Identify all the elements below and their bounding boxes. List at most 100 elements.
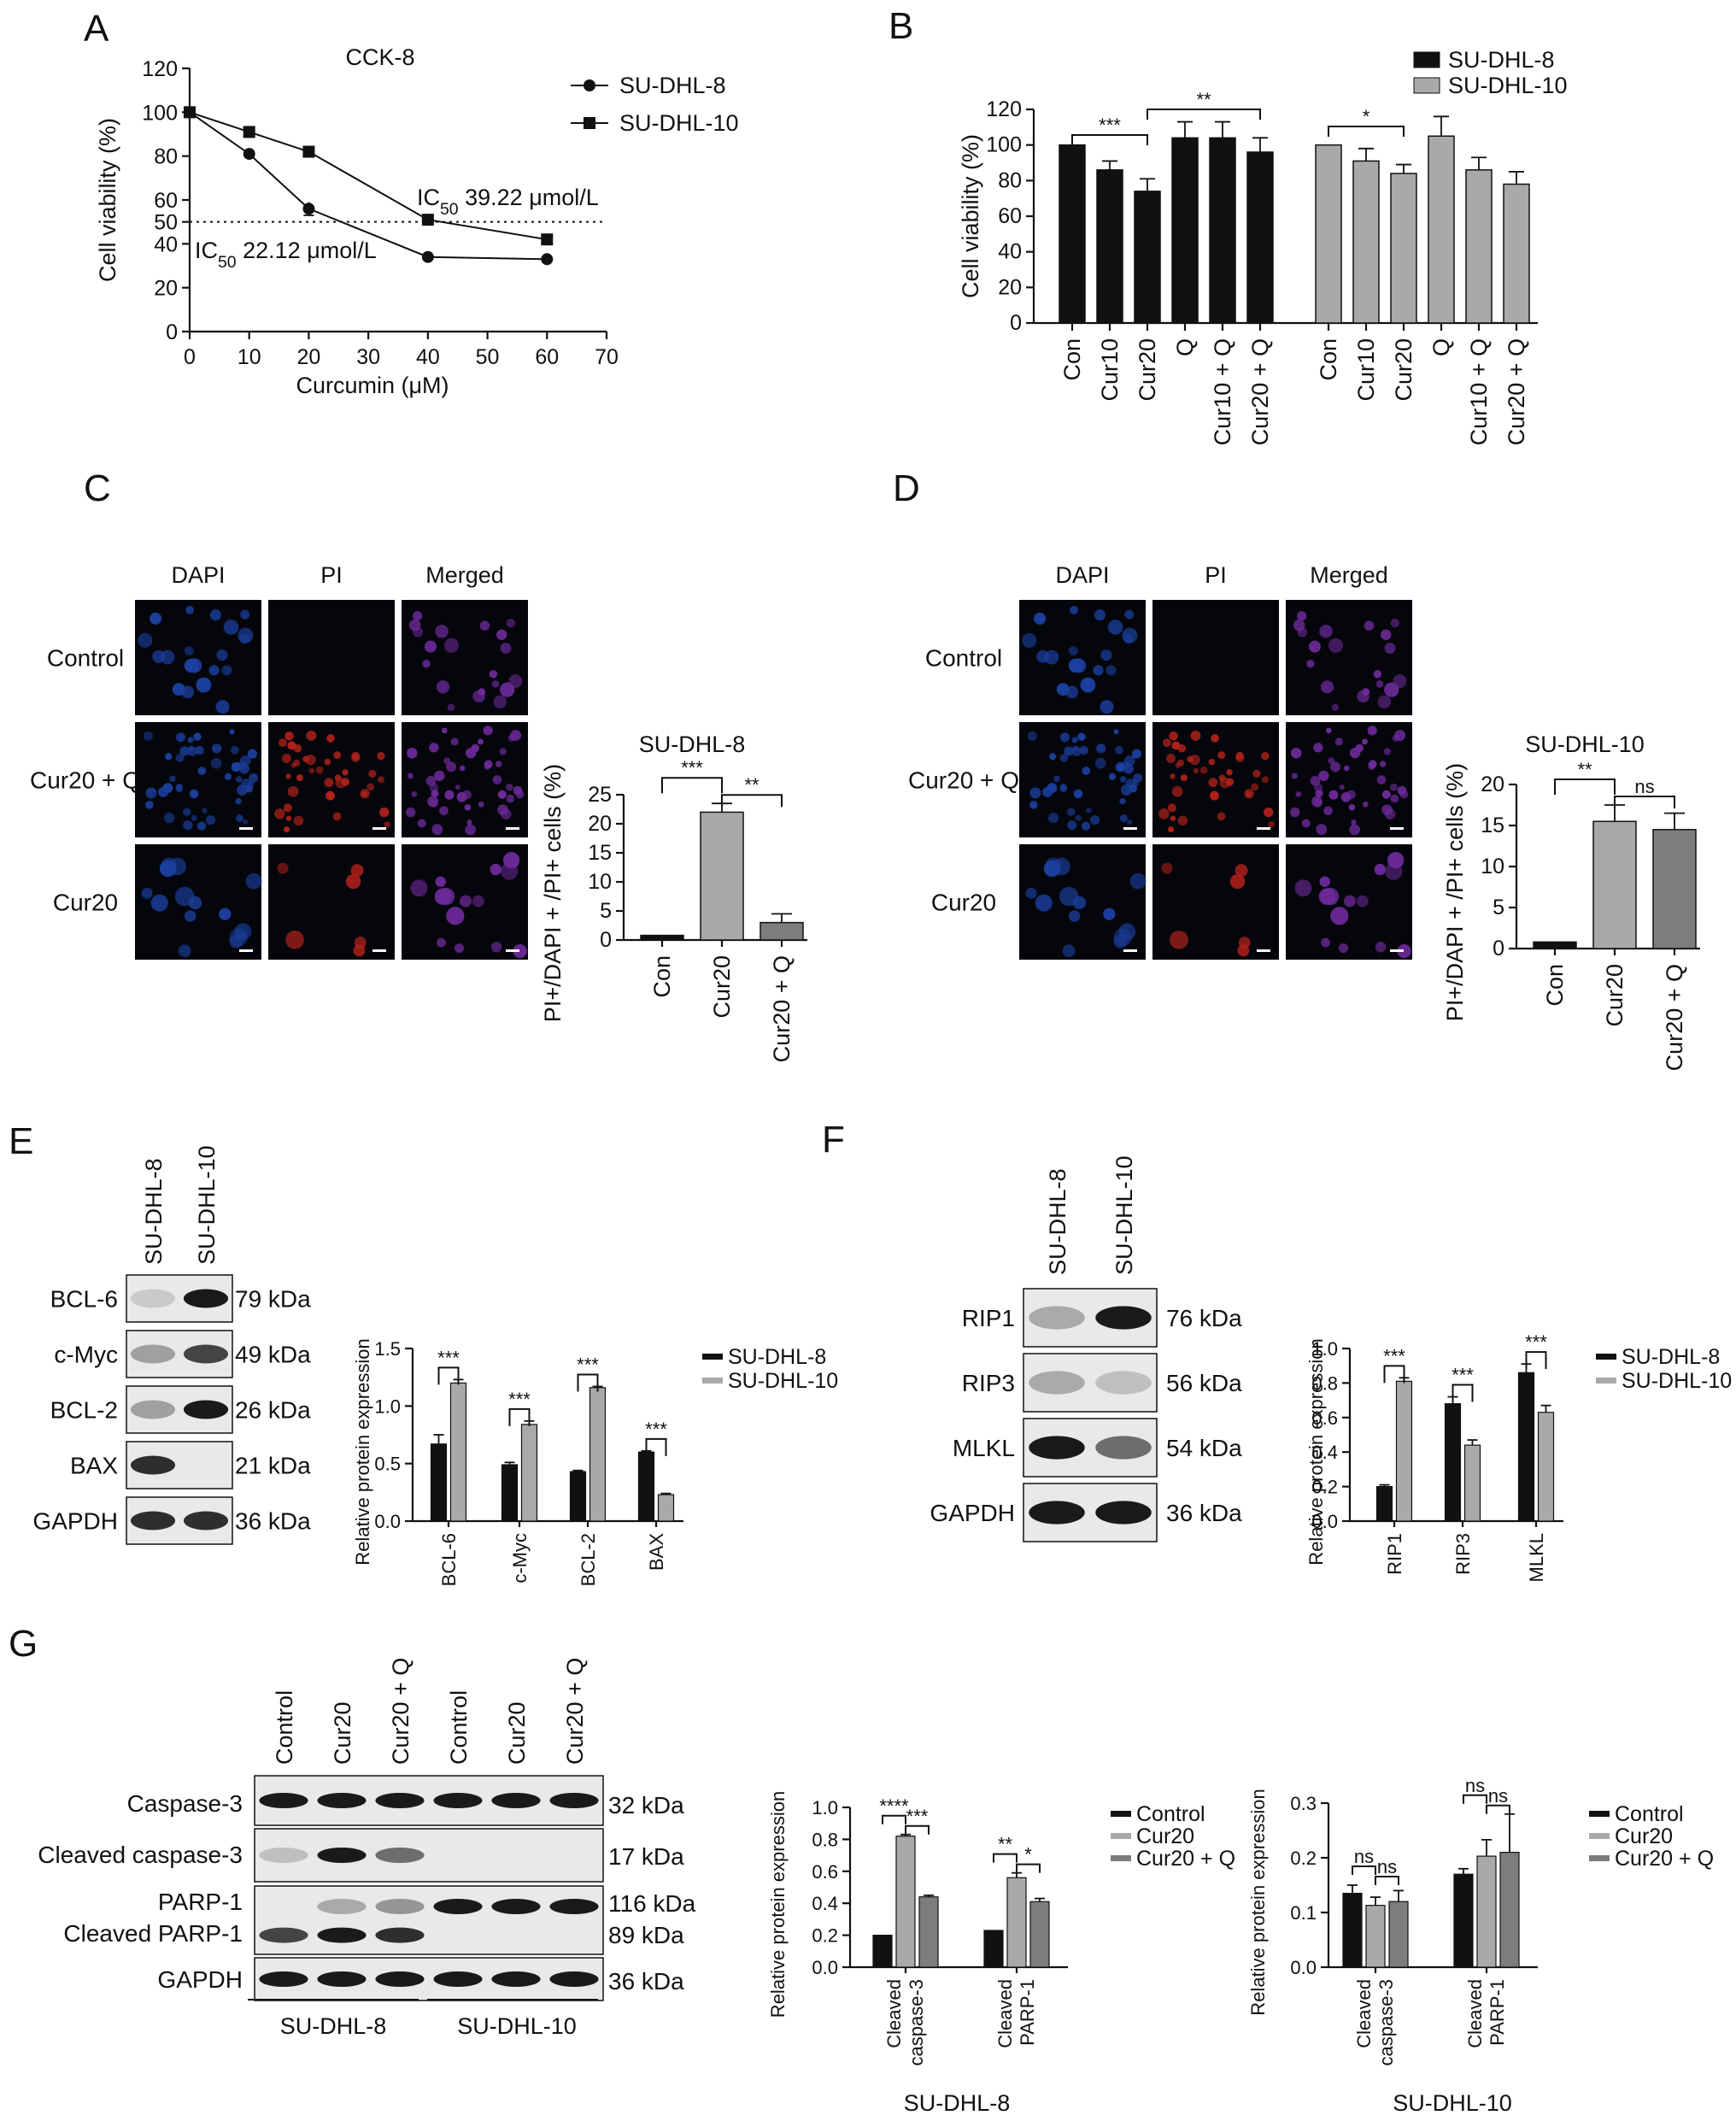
x-tick-label: 60 <box>535 345 559 369</box>
protein-label: RIP3 <box>962 1370 1015 1396</box>
blot-band <box>375 1848 425 1863</box>
cell-nucleus <box>384 821 390 828</box>
cell-nucleus <box>1068 646 1078 656</box>
cell-nucleus <box>141 887 153 899</box>
cell-nucleus <box>1374 863 1386 876</box>
cell-nucleus <box>377 776 384 784</box>
cell-nucleus <box>439 806 449 816</box>
bar <box>1171 137 1199 324</box>
cell-nucleus <box>324 778 334 788</box>
legend-swatch <box>1596 1378 1616 1384</box>
y-tick-label: 0 <box>166 320 178 344</box>
cell-nucleus <box>444 790 455 800</box>
blot-band <box>491 1971 541 1987</box>
cell-nucleus <box>1193 767 1199 774</box>
cell-nucleus <box>345 873 361 890</box>
cell-nucleus <box>1320 680 1334 694</box>
data-point <box>421 214 434 226</box>
cell-nucleus <box>1067 808 1076 816</box>
blot-band <box>549 1793 599 1808</box>
bar <box>1533 941 1577 949</box>
cell-nucleus <box>1373 669 1382 679</box>
blot-band <box>433 1899 483 1914</box>
cell-nucleus <box>1349 747 1361 759</box>
cell-nucleus <box>183 820 193 831</box>
cell-nucleus <box>1351 820 1357 825</box>
cell-nucleus <box>497 804 508 815</box>
cell-nucleus <box>184 658 199 673</box>
cell-nucleus <box>202 808 208 814</box>
cell-nucleus <box>172 683 185 696</box>
y-tick-label: 40 <box>154 232 178 256</box>
cell-nucleus <box>247 749 257 759</box>
x-tick-label: BAX <box>646 1533 667 1571</box>
cell-nucleus <box>277 862 289 874</box>
y-tick-label: 0.0 <box>1290 1957 1317 1978</box>
cell-nucleus <box>1380 629 1392 641</box>
y-tick-label: 20 <box>1481 773 1504 796</box>
legend-label: Control <box>1136 1802 1205 1826</box>
legend-swatch <box>702 1354 723 1360</box>
cell-nucleus <box>1124 609 1135 620</box>
cell-nucleus <box>285 815 292 821</box>
row-label: Cur20 <box>931 890 996 916</box>
cell-nucleus <box>477 738 484 745</box>
x-tick-label: 50 <box>476 345 500 369</box>
cell-nucleus <box>1170 930 1188 949</box>
blot-band <box>259 1848 308 1863</box>
blot-band <box>549 1899 599 1914</box>
significance-label: *** <box>508 1389 531 1410</box>
legend-label: Cur20 <box>1615 1824 1673 1848</box>
cell-nucleus <box>145 787 157 799</box>
cell-nucleus <box>1080 677 1096 693</box>
protein-label: BCL-2 <box>50 1397 118 1424</box>
cell-nucleus <box>205 815 216 825</box>
y-tick-label: 15 <box>588 841 612 865</box>
ic50-annotation-su-dhl-8: IC50 22.12 μmol/L <box>195 238 377 272</box>
significance-label: *** <box>681 757 703 778</box>
cell-nucleus <box>459 895 472 908</box>
cell-nucleus <box>274 808 285 820</box>
data-point <box>541 253 554 266</box>
blot-band <box>549 1971 599 1987</box>
cell-nucleus <box>1361 738 1368 745</box>
significance-bracket <box>993 1853 1018 1863</box>
row-label: Control <box>925 645 1002 672</box>
kda-label: 21 kDa <box>235 1453 311 1479</box>
blot-band <box>375 1793 425 1808</box>
cell-nucleus <box>1119 776 1127 783</box>
bar <box>520 1424 538 1522</box>
y-tick-label: 60 <box>154 189 178 213</box>
row-label: Control <box>47 645 124 672</box>
y-tick-label: 15 <box>1481 814 1504 837</box>
bar <box>872 1935 893 1968</box>
cell-nucleus <box>1368 763 1375 770</box>
x-tick-label: Cur10 <box>1353 338 1379 402</box>
cell-nucleus <box>282 754 291 763</box>
cell-nucleus <box>341 778 350 786</box>
kda-label: 36 kDa <box>608 1968 684 1995</box>
legend-label: SU-DHL-8 <box>1622 1345 1720 1369</box>
cell-nucleus <box>1331 703 1340 711</box>
cell-nucleus <box>1390 794 1399 803</box>
bar <box>1365 1905 1386 1968</box>
x-tick-label: Cleaved <box>1353 1979 1375 2048</box>
cell-nucleus <box>465 824 477 836</box>
chart-title: SU-DHL-10 <box>1393 2090 1512 2116</box>
y-axis-title: Relative protein expression <box>1305 1338 1327 1565</box>
y-tick-label: 0.0 <box>1311 1511 1338 1532</box>
x-tick-label: PARP-1 <box>1017 1979 1038 2046</box>
cell-nucleus <box>1229 873 1246 890</box>
data-point <box>184 106 196 119</box>
cell-nucleus <box>490 941 502 953</box>
cell-nucleus <box>302 755 309 763</box>
panel-e-western-blot: SU-DHL-8 SU-DHL-10 BCL-6 79 kDa c-Myc 49 kDa B… <box>32 1145 311 1545</box>
blot-band <box>259 1927 308 1943</box>
lane-label: Control <box>272 1690 297 1765</box>
cell-nucleus <box>443 637 460 653</box>
chart-title: SU-DHL-8 <box>639 731 746 757</box>
cell-nucleus <box>1047 812 1059 824</box>
significance-bracket <box>1614 796 1675 808</box>
y-tick-label: 100 <box>142 101 178 125</box>
significance-bracket <box>882 1814 906 1824</box>
